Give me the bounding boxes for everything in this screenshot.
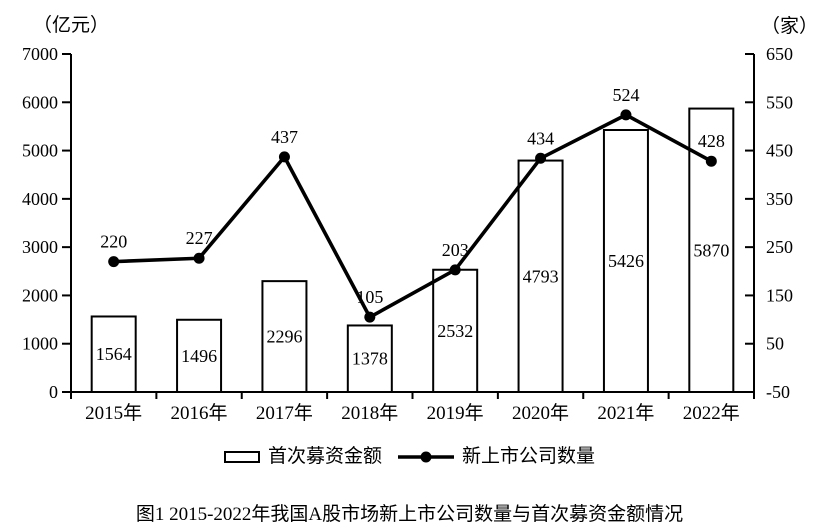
bar-2020年: [517, 159, 564, 393]
left-axis-tick-label: 2000: [22, 285, 58, 305]
right-axis-tick-label: 650: [766, 44, 793, 64]
x-axis-category-label: 2016年: [171, 402, 228, 424]
bar-value-label: 4793: [523, 266, 559, 286]
legend: 首次募资金额 新上市公司数量: [0, 447, 819, 467]
legend-line-label: 新上市公司数量: [462, 446, 596, 467]
bar-value-label: 5870: [693, 240, 729, 260]
line-point-2018年: [364, 311, 376, 323]
line-value-label: 428: [698, 131, 725, 151]
bar-value-label: 2296: [266, 327, 302, 347]
combo-chart: （亿元） （家） 0 1000 2000 3000 4000 5000 6000 7000 -5…: [22, 14, 818, 424]
line-series: [113, 113, 713, 319]
legend-item-line: 新上市公司数量: [398, 447, 595, 467]
left-axis-tick-label: 0: [49, 382, 58, 402]
line-value-label: 437: [271, 127, 298, 147]
left-axis-tick-label: 1000: [22, 334, 58, 354]
right-axis-tick-label: 50: [766, 334, 784, 354]
right-axis-tick-label: 450: [766, 141, 793, 161]
left-axis-tick-label: 4000: [22, 189, 58, 209]
line-value-label: 227: [186, 228, 213, 248]
x-axis-category-label: 2015年: [85, 402, 142, 424]
bar-swatch-icon: [223, 451, 260, 463]
line-point-2019年: [449, 264, 461, 276]
line-value-label: 203: [442, 240, 469, 260]
left-axis-tick-label: 7000: [22, 44, 58, 64]
plot-area: 0 1000 2000 3000 4000 5000 6000 7000 -50 50 150 250…: [22, 44, 793, 424]
line-value-label: 105: [356, 287, 383, 307]
left-axis-tick-label: 5000: [22, 141, 58, 161]
line-value-label: 524: [612, 85, 639, 105]
line-point-2021年: [620, 109, 632, 121]
bar-2015年: [90, 315, 137, 393]
right-axis-tick-label: 150: [766, 285, 793, 305]
right-axis-tick-label: -50: [766, 382, 790, 402]
line-point-2015年: [108, 256, 120, 268]
figure-caption: 图1 2015-2022年我国A股市场新上市公司数量与首次募资金额情况: [135, 504, 684, 525]
legend-bar-label: 首次募资金额: [267, 446, 382, 467]
line-point-2017年: [278, 151, 290, 163]
x-axis-category-label: 2019年: [427, 402, 484, 424]
left-axis-tick-label: 3000: [22, 237, 58, 257]
left-axis-tick-label: 6000: [22, 92, 58, 112]
line-value-label: 434: [527, 128, 554, 148]
line-marker-swatch-icon: [398, 451, 454, 463]
right-axis-unit-label: （家）: [761, 15, 818, 37]
x-axis-category-label: 2022年: [683, 402, 740, 424]
bar-value-label: 2532: [437, 321, 473, 341]
x-axis-category-label: 2017年: [256, 402, 313, 424]
right-axis-tick-label: 350: [766, 189, 793, 209]
x-axis-category-label: 2018年: [341, 402, 398, 424]
x-axis-category-label: 2021年: [597, 402, 654, 424]
bar-value-label: 1378: [352, 349, 388, 369]
line-point-2022年: [705, 155, 717, 167]
legend-item-bar: 首次募资金额: [223, 446, 382, 467]
x-axis-category-label: 2020年: [512, 402, 569, 424]
right-axis-tick-label: 250: [766, 237, 793, 257]
line-point-2020年: [535, 152, 547, 164]
right-axis-tick-label: 550: [766, 92, 793, 112]
bar-2018年: [346, 324, 393, 393]
bar-value-label: 1564: [96, 344, 132, 364]
left-axis-unit-label: （亿元）: [33, 14, 109, 36]
bar-value-label: 5426: [608, 251, 644, 271]
line-value-label: 220: [100, 232, 127, 252]
line-point-2016年: [193, 252, 205, 264]
bar-value-label: 1496: [181, 346, 217, 366]
